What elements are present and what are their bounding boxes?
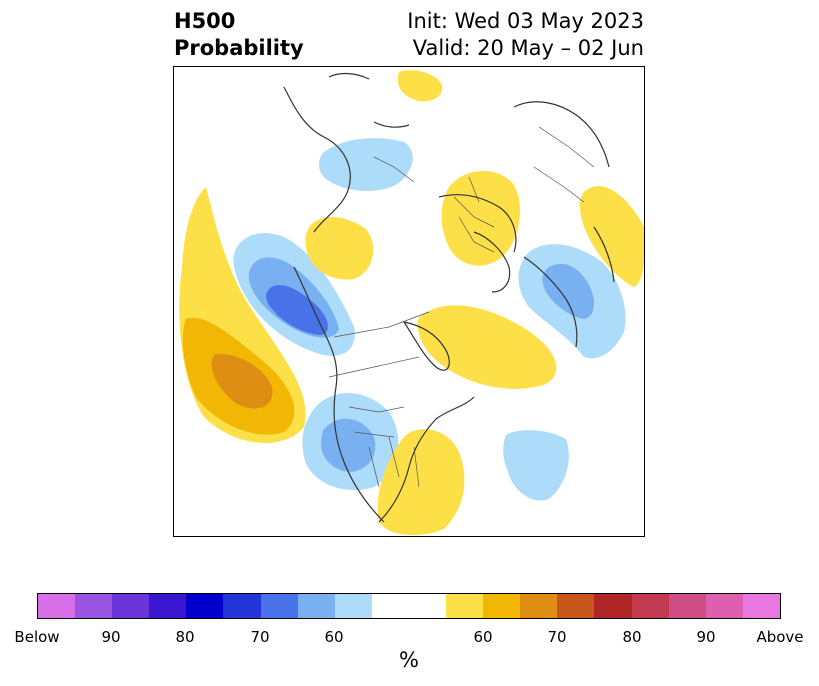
pacific-above-dark — [211, 354, 273, 409]
colorbar-cell — [334, 594, 372, 618]
colorbar-tick-below: Below — [14, 628, 60, 646]
colorbar-cell — [483, 594, 521, 618]
alaska-below-dark — [266, 284, 328, 335]
eastus-above-light — [377, 429, 465, 536]
colorbar-tick-above: Above — [756, 628, 804, 646]
eastasia-above-light — [579, 186, 644, 287]
colorbar-tick-below-70: 70 — [250, 628, 270, 646]
colorbar-cell — [112, 594, 150, 618]
colorbar-cell — [260, 594, 298, 618]
colorbar — [37, 593, 781, 619]
colorbar-tick-below-80: 80 — [175, 628, 195, 646]
probability-map — [179, 70, 644, 536]
borders — [328, 126, 595, 488]
colorbar-tick-above-80: 80 — [622, 628, 642, 646]
colorbar-tick-above-90: 90 — [696, 628, 716, 646]
title-variable: H500 — [174, 9, 236, 33]
chart-title: H500 Probability — [174, 8, 304, 62]
colorbar-tick-above-60: 60 — [473, 628, 493, 646]
colorbar-cell — [75, 594, 113, 618]
init-date: Init: Wed 03 May 2023 — [407, 9, 644, 33]
colorbar-unit: % — [399, 648, 419, 672]
greenland-above-light — [417, 305, 557, 389]
colorbar-cell — [38, 594, 76, 618]
date-info: Init: Wed 03 May 2023 Valid: 20 May – 02… — [407, 8, 644, 62]
colorbar-cell — [631, 594, 669, 618]
westus-below-mid — [321, 418, 376, 472]
colorbar-cell — [668, 594, 706, 618]
colorbar-cell — [446, 594, 484, 618]
colorbar-cell — [594, 594, 632, 618]
valid-date: Valid: 20 May – 02 Jun — [412, 36, 644, 60]
map-panel — [173, 66, 645, 537]
europe-below-mid — [542, 263, 595, 319]
colorbar-cell — [371, 594, 409, 618]
colorbar-cell — [223, 594, 261, 618]
colorbar-cell — [186, 594, 224, 618]
colorbar-tick-above-70: 70 — [547, 628, 567, 646]
siberia-below-light — [318, 138, 413, 191]
colorbar-cell — [520, 594, 558, 618]
coastlines — [283, 72, 615, 523]
arctic-north-above-light — [397, 70, 443, 102]
title-subtitle: Probability — [174, 36, 304, 60]
colorbar-cell — [557, 594, 595, 618]
colorbar-tick-below-60: 60 — [324, 628, 344, 646]
colorbar-cell — [149, 594, 187, 618]
russia-above-light — [441, 170, 521, 266]
colorbar-cell — [297, 594, 335, 618]
colorbar-tick-below-90: 90 — [101, 628, 121, 646]
colorbar-cell — [408, 594, 447, 618]
arctic-above-light — [305, 217, 374, 280]
colorbar-cell — [705, 594, 743, 618]
colorbar-cell — [742, 594, 780, 618]
atlantic-below-light — [503, 430, 569, 501]
